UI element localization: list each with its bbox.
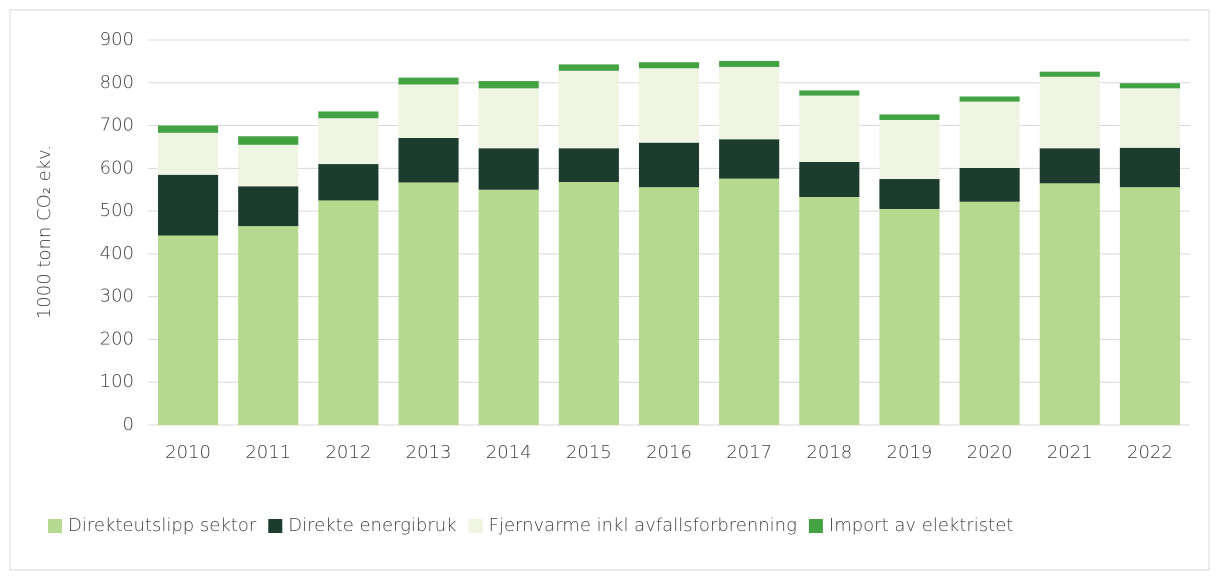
legend-label: Direkteutslipp sektor bbox=[68, 515, 257, 536]
bar-segment bbox=[478, 148, 539, 190]
bar-segment bbox=[638, 187, 700, 425]
x-tick-label: 2010 bbox=[165, 442, 211, 463]
y-tick-label: 300 bbox=[100, 286, 134, 307]
bar-segment bbox=[318, 111, 379, 119]
legend-swatch bbox=[48, 519, 62, 533]
bar-segment bbox=[238, 226, 299, 425]
legend-label: Direkte energibruk bbox=[288, 515, 456, 536]
bar-segment bbox=[398, 137, 459, 183]
bar-segment bbox=[1039, 183, 1100, 425]
bar-segment bbox=[959, 96, 1020, 102]
bar-segment bbox=[478, 189, 539, 425]
bar-segment bbox=[638, 68, 700, 143]
bar-segment bbox=[318, 200, 379, 425]
x-tick-label: 2022 bbox=[1127, 442, 1173, 463]
bar-segment bbox=[1119, 147, 1180, 188]
bar-segment bbox=[959, 201, 1020, 425]
bar-segment bbox=[799, 95, 860, 162]
bar-segment bbox=[799, 161, 860, 197]
bar-segment bbox=[158, 235, 219, 425]
y-tick-label: 200 bbox=[100, 328, 134, 349]
x-tick-label: 2015 bbox=[566, 442, 612, 463]
bar-segment bbox=[478, 81, 539, 89]
bar-segment bbox=[238, 136, 299, 145]
bar-segment bbox=[398, 77, 459, 85]
y-tick-label: 100 bbox=[100, 371, 134, 392]
legend-label: Fjernvarme inkl avfallsforbrenning bbox=[489, 515, 797, 536]
bar-segment bbox=[558, 148, 619, 183]
bar-segment bbox=[1119, 83, 1180, 89]
bar-segment bbox=[158, 125, 219, 133]
bar-segment bbox=[158, 174, 219, 236]
y-tick-label: 500 bbox=[100, 200, 134, 221]
bar-segment bbox=[879, 179, 940, 209]
bar-segment bbox=[558, 70, 619, 149]
bar-segment bbox=[398, 182, 459, 425]
bar-segment bbox=[238, 144, 299, 187]
x-tick-label: 2012 bbox=[325, 442, 371, 463]
bar-segment bbox=[799, 90, 860, 96]
x-tick-label: 2013 bbox=[406, 442, 452, 463]
x-tick-label: 2014 bbox=[486, 442, 532, 463]
bar-segment bbox=[719, 178, 780, 425]
bar-segment bbox=[558, 182, 619, 425]
y-tick-label: 0 bbox=[123, 414, 134, 435]
bar-segment bbox=[1039, 71, 1100, 77]
bar-segment bbox=[879, 114, 940, 120]
legend-swatch bbox=[808, 519, 823, 533]
x-tick-label: 2018 bbox=[806, 442, 852, 463]
bar-segment bbox=[879, 119, 940, 180]
bar-segment bbox=[1119, 187, 1180, 425]
bar-segment bbox=[398, 84, 459, 138]
x-tick-label: 2016 bbox=[646, 442, 692, 463]
bar-segment bbox=[318, 118, 379, 165]
bar-segment bbox=[638, 62, 700, 69]
legend-swatch bbox=[468, 519, 483, 533]
y-tick-label: 600 bbox=[100, 157, 134, 178]
bar-segment bbox=[558, 64, 619, 71]
y-tick-label: 900 bbox=[100, 29, 134, 50]
bar-segment bbox=[638, 142, 700, 188]
x-tick-label: 2020 bbox=[967, 442, 1013, 463]
bar-segment bbox=[1039, 148, 1100, 184]
bar-segment bbox=[719, 139, 780, 179]
bar-segment bbox=[1039, 76, 1100, 149]
y-axis-label: 1000 tonn CO₂ ekv. bbox=[34, 145, 55, 319]
x-tick-label: 2021 bbox=[1047, 442, 1093, 463]
legend-swatch bbox=[268, 519, 283, 533]
bar-segment bbox=[959, 167, 1020, 202]
x-tick-label: 2017 bbox=[726, 442, 772, 463]
bar-segment bbox=[799, 196, 860, 425]
x-tick-label: 2011 bbox=[245, 442, 291, 463]
bar-segment bbox=[318, 164, 379, 201]
x-tick-label: 2019 bbox=[887, 442, 933, 463]
bar-segment bbox=[1119, 88, 1180, 148]
y-tick-label: 400 bbox=[100, 243, 134, 264]
bar-segment bbox=[719, 66, 780, 140]
y-tick-label: 800 bbox=[100, 72, 134, 93]
bar-segment bbox=[238, 186, 299, 227]
legend-label: Import av elektristet bbox=[829, 515, 1013, 536]
bar-segment bbox=[719, 60, 780, 67]
bar-segment bbox=[879, 208, 940, 425]
bar-segment bbox=[959, 101, 1020, 168]
bar-segment bbox=[478, 88, 539, 149]
bar-segment bbox=[158, 132, 219, 175]
y-tick-label: 700 bbox=[100, 115, 134, 136]
